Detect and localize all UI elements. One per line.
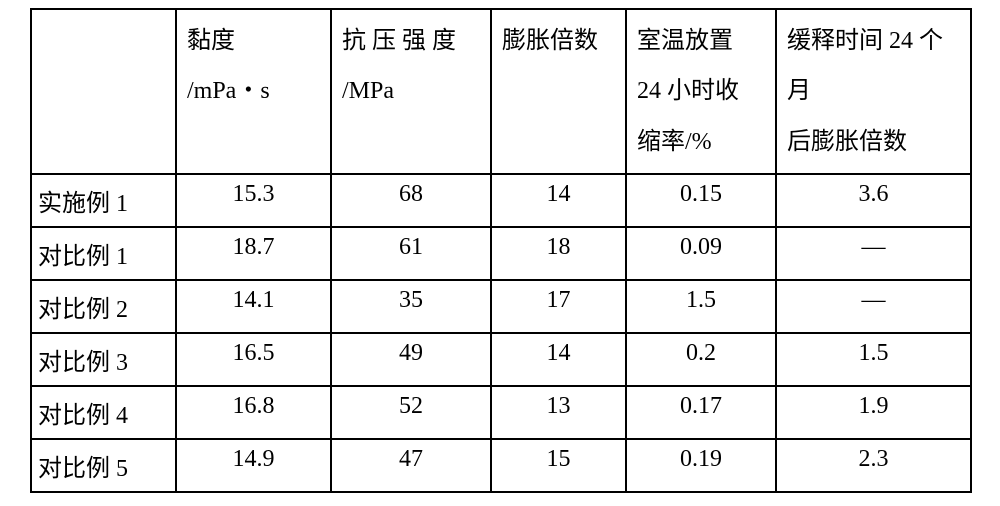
row-label: 实施例 1 (31, 174, 176, 227)
header-text: /MPa (342, 66, 484, 116)
header-text: 后膨胀倍数 (787, 117, 964, 167)
cell-strength: 52 (331, 386, 491, 439)
cell-viscosity: 14.9 (176, 439, 331, 492)
cell-shrink: 0.15 (626, 174, 776, 227)
row-label: 对比例 1 (31, 227, 176, 280)
table-row: 对比例 3 16.5 49 14 0.2 1.5 (31, 333, 971, 386)
cell-release: 3.6 (776, 174, 971, 227)
header-text: 抗 压 强 度 (342, 16, 484, 66)
cell-shrink: 0.19 (626, 439, 776, 492)
cell-release: 1.5 (776, 333, 971, 386)
header-release: 缓释时间 24 个月 后膨胀倍数 (776, 9, 971, 174)
cell-viscosity: 16.8 (176, 386, 331, 439)
table-row: 对比例 5 14.9 47 15 0.19 2.3 (31, 439, 971, 492)
cell-expand: 15 (491, 439, 626, 492)
cell-strength: 47 (331, 439, 491, 492)
header-text: 24 小时收 (637, 66, 769, 116)
cell-expand: 13 (491, 386, 626, 439)
cell-viscosity: 18.7 (176, 227, 331, 280)
cell-viscosity: 14.1 (176, 280, 331, 333)
header-text: 黏度 (187, 16, 324, 66)
header-expand: 膨胀倍数 (491, 9, 626, 174)
page: 黏度 /mPa・s 抗 压 强 度 /MPa 膨胀倍数 室温放置 24 小时收 … (0, 0, 1000, 506)
cell-expand: 14 (491, 333, 626, 386)
cell-release: 2.3 (776, 439, 971, 492)
cell-release: 1.9 (776, 386, 971, 439)
cell-strength: 35 (331, 280, 491, 333)
table-row: 对比例 1 18.7 61 18 0.09 — (31, 227, 971, 280)
cell-expand: 17 (491, 280, 626, 333)
header-blank (31, 9, 176, 174)
cell-strength: 68 (331, 174, 491, 227)
header-text: /mPa・s (187, 66, 324, 116)
header-viscosity: 黏度 /mPa・s (176, 9, 331, 174)
table-row: 对比例 2 14.1 35 17 1.5 — (31, 280, 971, 333)
table-row: 对比例 4 16.8 52 13 0.17 1.9 (31, 386, 971, 439)
cell-viscosity: 16.5 (176, 333, 331, 386)
row-label: 对比例 5 (31, 439, 176, 492)
cell-viscosity: 15.3 (176, 174, 331, 227)
cell-shrink: 0.2 (626, 333, 776, 386)
table-header-row: 黏度 /mPa・s 抗 压 强 度 /MPa 膨胀倍数 室温放置 24 小时收 … (31, 9, 971, 174)
row-label: 对比例 4 (31, 386, 176, 439)
cell-shrink: 0.17 (626, 386, 776, 439)
header-text: 膨胀倍数 (502, 16, 619, 66)
data-table: 黏度 /mPa・s 抗 压 强 度 /MPa 膨胀倍数 室温放置 24 小时收 … (30, 8, 972, 493)
cell-release: — (776, 227, 971, 280)
row-label: 对比例 3 (31, 333, 176, 386)
cell-strength: 61 (331, 227, 491, 280)
header-shrink: 室温放置 24 小时收 缩率/% (626, 9, 776, 174)
header-text: 缩率/% (637, 117, 769, 167)
header-text: 室温放置 (637, 16, 769, 66)
cell-expand: 18 (491, 227, 626, 280)
table-row: 实施例 1 15.3 68 14 0.15 3.6 (31, 174, 971, 227)
cell-shrink: 0.09 (626, 227, 776, 280)
cell-expand: 14 (491, 174, 626, 227)
cell-release: — (776, 280, 971, 333)
row-label: 对比例 2 (31, 280, 176, 333)
cell-shrink: 1.5 (626, 280, 776, 333)
header-strength: 抗 压 强 度 /MPa (331, 9, 491, 174)
cell-strength: 49 (331, 333, 491, 386)
header-text: 缓释时间 24 个月 (787, 16, 964, 117)
